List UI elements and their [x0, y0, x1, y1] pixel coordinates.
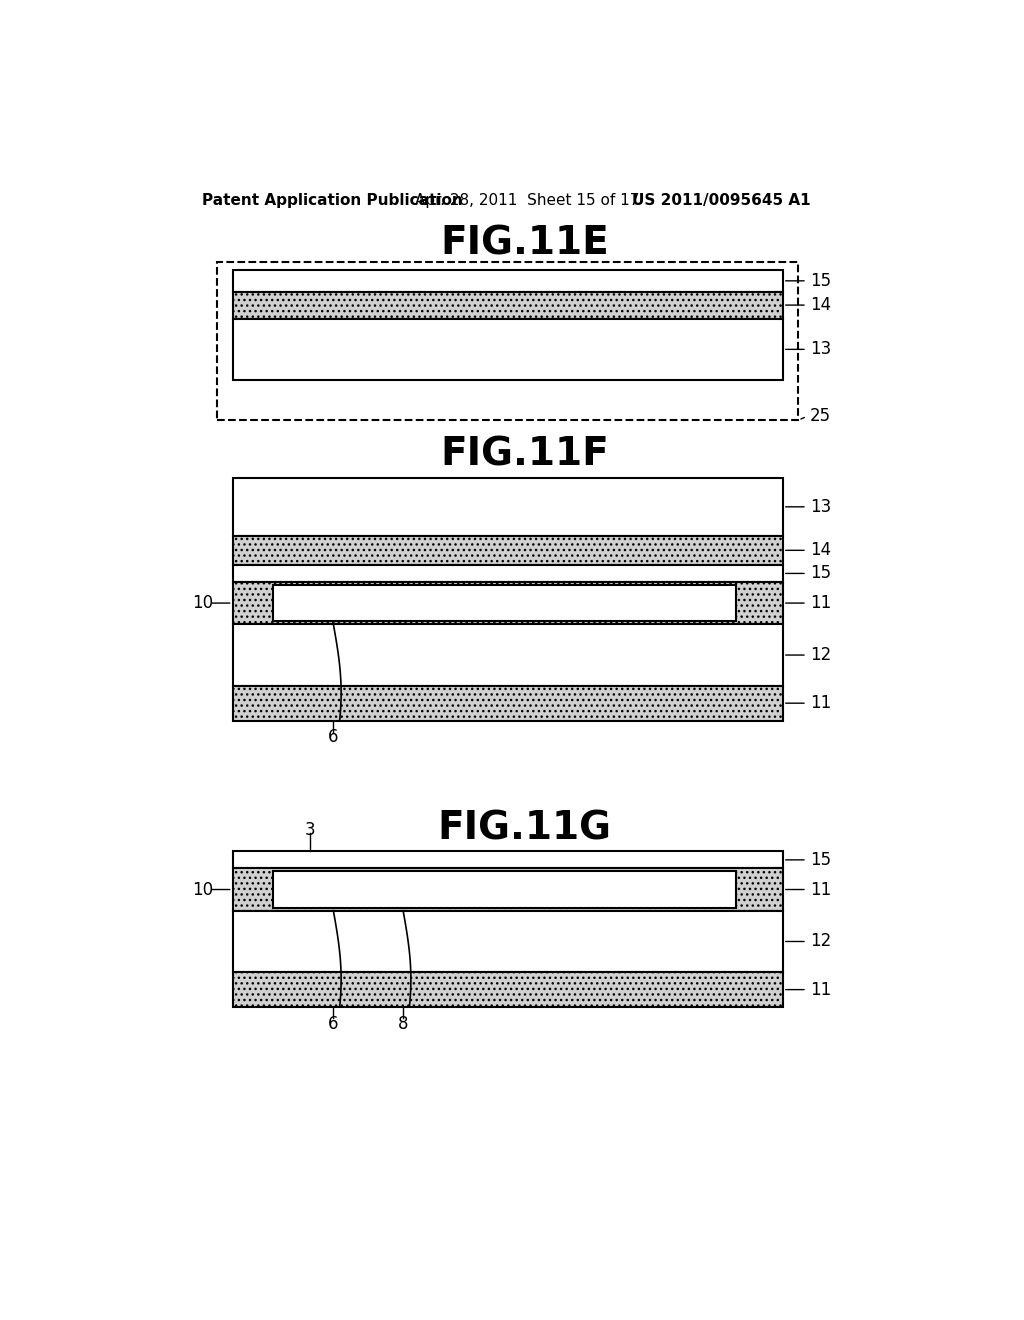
Text: 15: 15 — [810, 272, 831, 290]
Text: FIG.11F: FIG.11F — [440, 436, 609, 474]
Text: US 2011/0095645 A1: US 2011/0095645 A1 — [632, 193, 810, 209]
Bar — [232, 582, 783, 624]
Text: FIG.11G: FIG.11G — [438, 809, 611, 847]
Text: 11: 11 — [810, 594, 831, 612]
Bar — [273, 871, 736, 908]
Text: FIG.11E: FIG.11E — [440, 224, 609, 263]
Bar — [232, 478, 783, 536]
Text: 10: 10 — [193, 880, 213, 899]
Bar — [232, 911, 783, 973]
Bar — [232, 869, 783, 911]
Text: 15: 15 — [810, 565, 831, 582]
Text: 13: 13 — [810, 341, 831, 358]
Bar — [217, 263, 799, 420]
Text: Patent Application Publication: Patent Application Publication — [202, 193, 463, 209]
Bar — [232, 851, 783, 869]
Text: 3: 3 — [305, 821, 315, 838]
Text: 6: 6 — [328, 729, 339, 746]
Text: 13: 13 — [810, 498, 831, 516]
Bar — [232, 565, 783, 582]
Bar — [232, 686, 783, 721]
Bar — [232, 271, 783, 292]
Text: 12: 12 — [810, 645, 831, 664]
Text: 14: 14 — [810, 541, 831, 560]
Text: 15: 15 — [810, 851, 831, 869]
Text: Apr. 28, 2011  Sheet 15 of 17: Apr. 28, 2011 Sheet 15 of 17 — [415, 193, 639, 209]
Text: 10: 10 — [193, 594, 213, 612]
Bar — [232, 624, 783, 686]
Text: 14: 14 — [810, 296, 831, 314]
Text: 8: 8 — [398, 1015, 409, 1032]
Bar — [232, 536, 783, 565]
Text: 11: 11 — [810, 694, 831, 713]
Text: 12: 12 — [810, 932, 831, 950]
Text: 25: 25 — [810, 408, 831, 425]
Text: 11: 11 — [810, 880, 831, 899]
Bar — [273, 585, 736, 622]
Bar — [232, 318, 783, 380]
Bar — [232, 973, 783, 1007]
Bar — [232, 292, 783, 318]
Text: 11: 11 — [810, 981, 831, 999]
Text: 6: 6 — [328, 1015, 339, 1032]
